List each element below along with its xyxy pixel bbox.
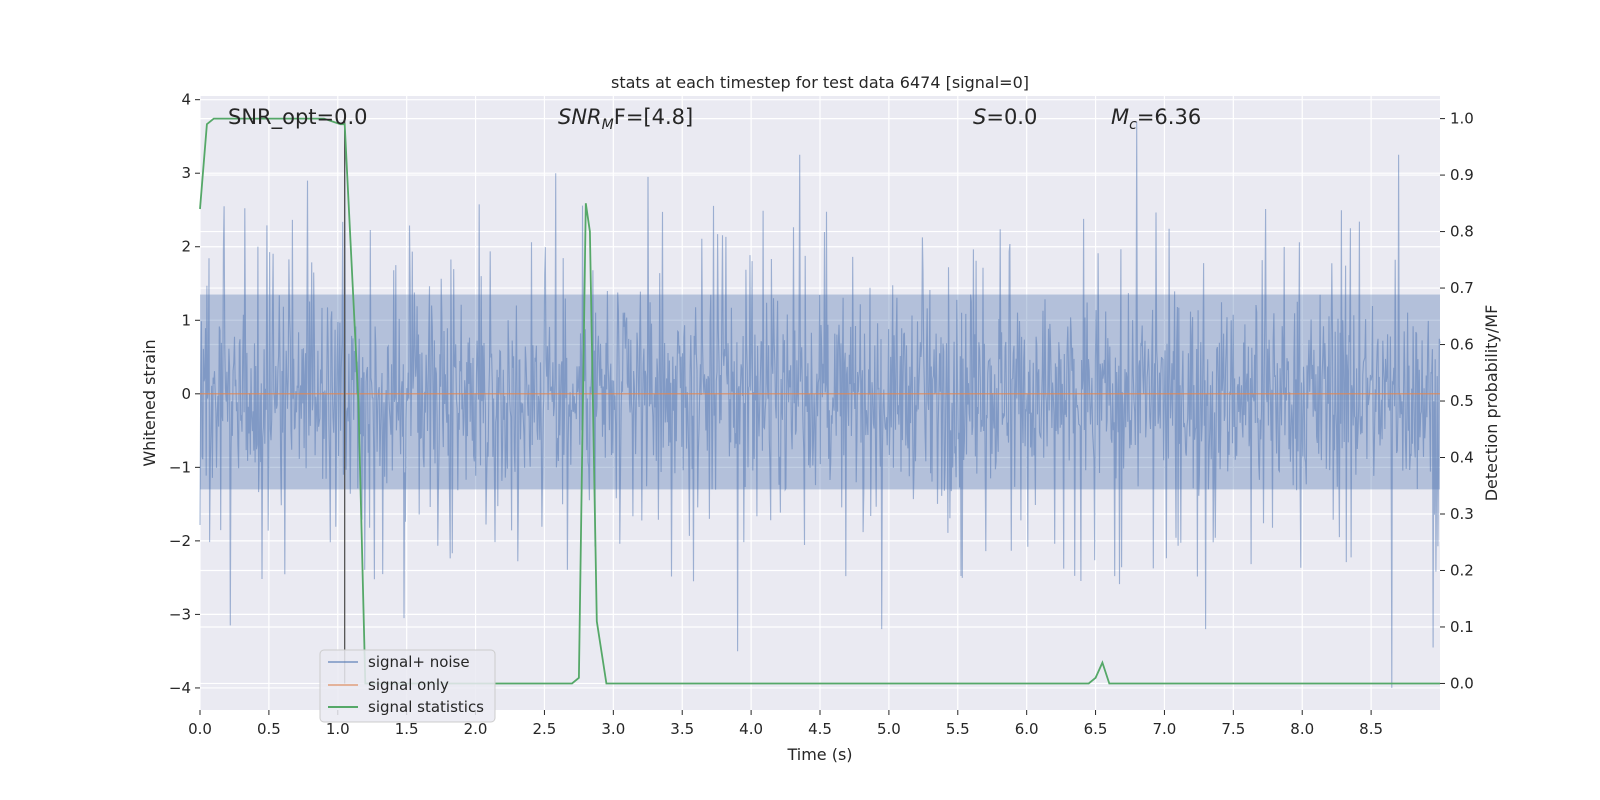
annotation-snr-opt: SNR_opt=0.0	[228, 105, 368, 130]
legend-label-signal: signal only	[368, 676, 449, 694]
y-tick-label: 1	[181, 311, 191, 329]
annotation-s: S=0.0	[973, 105, 1037, 129]
legend-box	[319, 649, 496, 723]
snr-mf-subscript: M	[602, 117, 614, 133]
annotation-mc: Mc=6.36	[1111, 105, 1201, 133]
annotation-snr-mf: SNRMF=[4.8]	[558, 105, 693, 133]
snr-mf-value: F=[4.8]	[614, 105, 693, 129]
x-tick-label: 7.0	[1153, 720, 1177, 738]
y2-tick-label: 0.6	[1450, 336, 1474, 354]
x-tick-label: 5.0	[877, 720, 901, 738]
y-tick-label: 4	[181, 91, 191, 109]
y-axis-label: Whitened strain	[140, 339, 159, 466]
y-tick-label: 2	[181, 238, 191, 256]
y-ticks: −4 −3 −2 −1 0 1 2 3 4	[169, 91, 200, 697]
x-tick-label: 8.5	[1359, 720, 1383, 738]
y2-tick-label: 0.7	[1450, 279, 1474, 297]
x-tick-label: 8.0	[1290, 720, 1314, 738]
noise-band	[200, 294, 1440, 490]
y-tick-label: 0	[181, 385, 191, 403]
y2-tick-label: 0.2	[1450, 561, 1474, 579]
x-tick-label: 2.5	[533, 720, 557, 738]
chart-title: stats at each timestep for test data 647…	[611, 73, 1029, 92]
y2-tick-label: 1.0	[1450, 110, 1474, 128]
x-tick-label: 1.5	[395, 720, 419, 738]
y2-tick-label: 0.1	[1450, 618, 1474, 636]
x-tick-label: 0.5	[257, 720, 281, 738]
s-symbol: S	[973, 105, 986, 129]
x-tick-label: 3.5	[670, 720, 694, 738]
mc-subscript: c	[1129, 117, 1137, 133]
legend-label-stats: signal statistics	[368, 698, 484, 716]
x-tick-label: 2.0	[464, 720, 488, 738]
y2-tick-label: 0.9	[1450, 166, 1474, 184]
x-axis-label: Time (s)	[786, 745, 852, 764]
x-tick-label: 4.5	[808, 720, 832, 738]
y2-tick-label: 0.8	[1450, 223, 1474, 241]
y2-axis-label: Detection probability/MF	[1482, 305, 1501, 502]
mc-value: =6.36	[1137, 105, 1201, 129]
x-tick-label: 4.0	[739, 720, 763, 738]
x-tick-label: 7.5	[1221, 720, 1245, 738]
legend-label-noise: signal+ noise	[368, 653, 470, 671]
y-tick-label: 3	[181, 164, 191, 182]
x-tick-label: 3.0	[601, 720, 625, 738]
x-tick-label: 0.0	[188, 720, 212, 738]
x-tick-label: 1.0	[326, 720, 350, 738]
snr-mf-symbol: SNR	[558, 105, 602, 129]
y2-tick-label: 0.4	[1450, 449, 1474, 467]
x-tick-label: 6.0	[1015, 720, 1039, 738]
x-ticks: 0.0 0.5 1.0 1.5 2.0 2.5 3.0 3.5 4.0 4.5 5.0 5.5 6.0 6…	[188, 710, 1383, 738]
y2-tick-label: 0.0	[1450, 674, 1474, 692]
y2-tick-label: 0.5	[1450, 392, 1474, 410]
y2-tick-label: 0.3	[1450, 505, 1474, 523]
x-tick-label: 5.5	[946, 720, 970, 738]
y-tick-label: −2	[169, 532, 191, 550]
signal-statistics-line	[199, 117, 1440, 685]
y2-ticks: 0.0 0.1 0.2 0.3 0.4 0.5 0.6 0.7 0.8 0.9 1.0	[1440, 110, 1474, 692]
x-tick-label: 6.5	[1084, 720, 1108, 738]
noise-series	[199, 121, 1441, 688]
s-value: =0.0	[986, 105, 1037, 129]
y-tick-label: −1	[169, 458, 191, 476]
line-series	[199, 117, 1440, 685]
mc-symbol: M	[1111, 105, 1129, 129]
y-tick-label: −3	[169, 605, 191, 623]
legend: signal+ noise signal only signal statist…	[319, 649, 496, 723]
y-tick-label: −4	[169, 679, 191, 697]
